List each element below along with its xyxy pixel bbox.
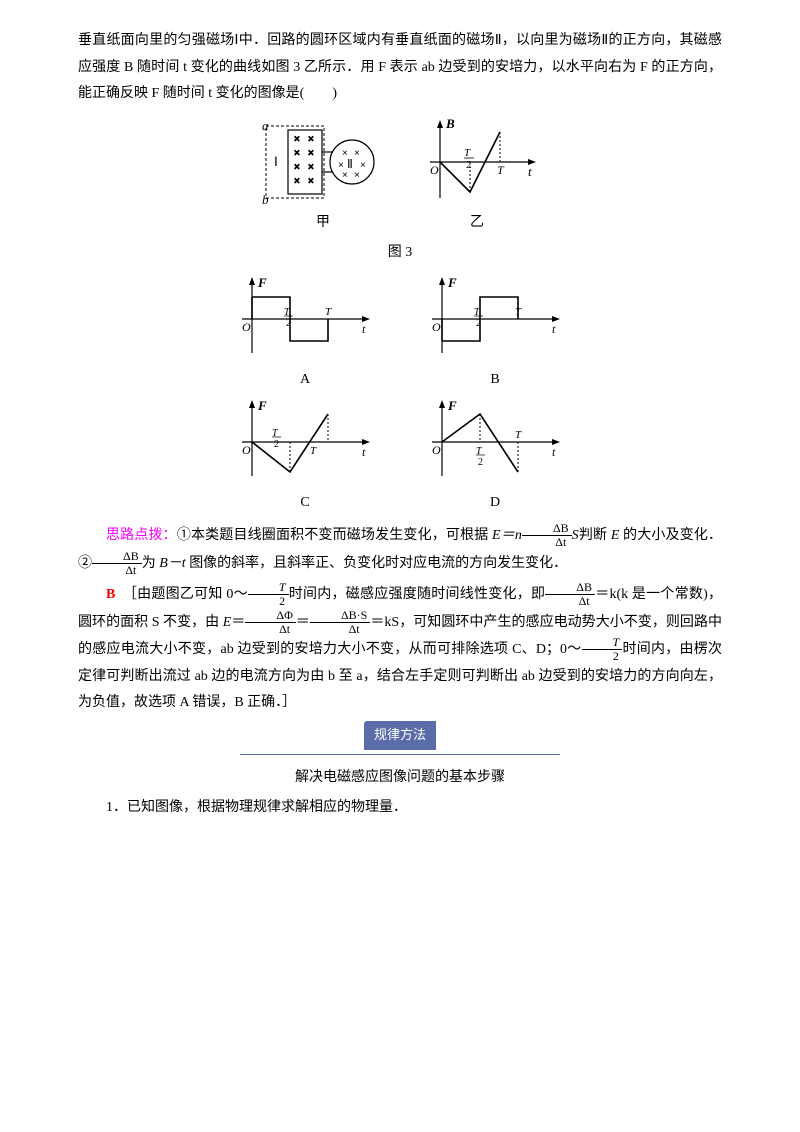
svg-text:T: T: [497, 163, 505, 177]
rule-section: 规律方法: [78, 721, 722, 755]
svg-text:t: t: [362, 322, 366, 336]
frac-dPhi-dt: ΔΦΔt: [245, 609, 296, 636]
svg-text:2: 2: [476, 318, 481, 329]
frac-dB-dt-2: ΔBΔt: [92, 550, 142, 577]
svg-text:t: t: [362, 445, 366, 459]
hint-paragraph: 思路点拨：①本类题目线圈面积不变而磁场发生变化，可根据 E＝nΔBΔtS判断 E…: [78, 522, 722, 577]
rule-title: 解决电磁感应图像问题的基本步骤: [78, 765, 722, 792]
svg-text:B: B: [445, 116, 455, 131]
svg-text:2: 2: [466, 159, 472, 171]
svg-text:F: F: [447, 398, 457, 413]
svg-text:T: T: [515, 306, 522, 318]
frac-dB-dt-1: ΔBΔt: [522, 522, 572, 549]
svg-text:O: O: [242, 320, 251, 334]
svg-text:2: 2: [478, 457, 483, 468]
svg-text:t: t: [528, 164, 532, 179]
svg-text:T: T: [464, 147, 471, 159]
figure-1-left: ×× ×× ×× ×× Ⅰ ×× ×× ×× Ⅱ a b: [260, 116, 380, 208]
label-C: C: [230, 490, 380, 517]
caption-yi: 乙: [470, 210, 484, 237]
svg-text:T: T: [272, 428, 279, 439]
page: 垂直纸面向里的匀强磁场Ⅰ中．回路的圆环区域内有垂直纸面的磁场Ⅱ，以向里为磁场Ⅱ的…: [0, 0, 800, 1132]
intro-paragraph: 垂直纸面向里的匀强磁场Ⅰ中．回路的圆环区域内有垂直纸面的磁场Ⅱ，以向里为磁场Ⅱ的…: [78, 28, 722, 108]
caption-jia: 甲: [316, 210, 330, 237]
answer-D: F t O T 2 T D: [420, 396, 570, 517]
answer-letter: B: [106, 587, 115, 602]
svg-text:F: F: [257, 275, 267, 290]
answer-A: F t O T 2 T A: [230, 273, 380, 394]
frac-dB-dt-3: ΔBΔt: [545, 581, 595, 608]
svg-text:×: ×: [354, 148, 360, 159]
svg-text:b: b: [262, 192, 269, 207]
svg-text:T: T: [515, 429, 522, 441]
svg-text:×: ×: [294, 162, 300, 173]
svg-text:×: ×: [294, 134, 300, 145]
svg-text:a: a: [262, 118, 269, 133]
svg-text:Ⅱ: Ⅱ: [347, 157, 353, 171]
figure-1-subcaptions: 甲 乙: [78, 210, 722, 237]
answer-B: F t O T 2 T B: [420, 273, 570, 394]
svg-text:T: T: [310, 445, 317, 457]
svg-text:×: ×: [308, 162, 314, 173]
svg-text:×: ×: [308, 176, 314, 187]
frac-dBS-dt: ΔB·SΔt: [310, 609, 370, 636]
rule-item-1: 1．已知图像，根据物理规律求解相应的物理量．: [78, 795, 722, 822]
svg-text:×: ×: [308, 134, 314, 145]
svg-text:t: t: [552, 322, 556, 336]
svg-text:O: O: [430, 163, 439, 177]
label-A: A: [230, 367, 380, 394]
svg-text:2: 2: [286, 318, 291, 329]
svg-text:O: O: [242, 443, 251, 457]
figure-1-right: B t O T 2 T: [420, 116, 540, 208]
frac-T-2-b: T2: [582, 636, 623, 663]
svg-text:T: T: [476, 446, 483, 457]
svg-text:t: t: [552, 445, 556, 459]
svg-text:×: ×: [354, 170, 360, 181]
figure-1-caption: 图 3: [78, 240, 722, 267]
label-D: D: [420, 490, 570, 517]
answer-grid: F t O T 2 T A F t: [78, 273, 722, 516]
frac-T-2-a: T2: [248, 581, 289, 608]
svg-text:2: 2: [274, 439, 279, 450]
svg-text:F: F: [257, 398, 267, 413]
solution-paragraph: B ［由题图乙可知 0～T2时间内，磁感应强度随时间线性变化，即ΔBΔt＝k(k…: [78, 581, 722, 717]
rule-box-label: 规律方法: [364, 721, 436, 750]
svg-text:×: ×: [294, 176, 300, 187]
svg-text:×: ×: [342, 170, 348, 181]
hint-label: 思路点拨：: [106, 528, 177, 543]
figure-1-row: ×× ×× ×× ×× Ⅰ ×× ×× ×× Ⅱ a b: [78, 116, 722, 208]
answer-C: F t O T 2 T C: [230, 396, 380, 517]
label-B: B: [420, 367, 570, 394]
svg-text:O: O: [432, 443, 441, 457]
svg-text:F: F: [447, 275, 457, 290]
svg-text:O: O: [432, 320, 441, 334]
svg-text:×: ×: [308, 148, 314, 159]
svg-text:T: T: [325, 306, 332, 318]
svg-text:×: ×: [360, 160, 366, 171]
svg-text:Ⅰ: Ⅰ: [274, 154, 278, 169]
svg-text:×: ×: [294, 148, 300, 159]
